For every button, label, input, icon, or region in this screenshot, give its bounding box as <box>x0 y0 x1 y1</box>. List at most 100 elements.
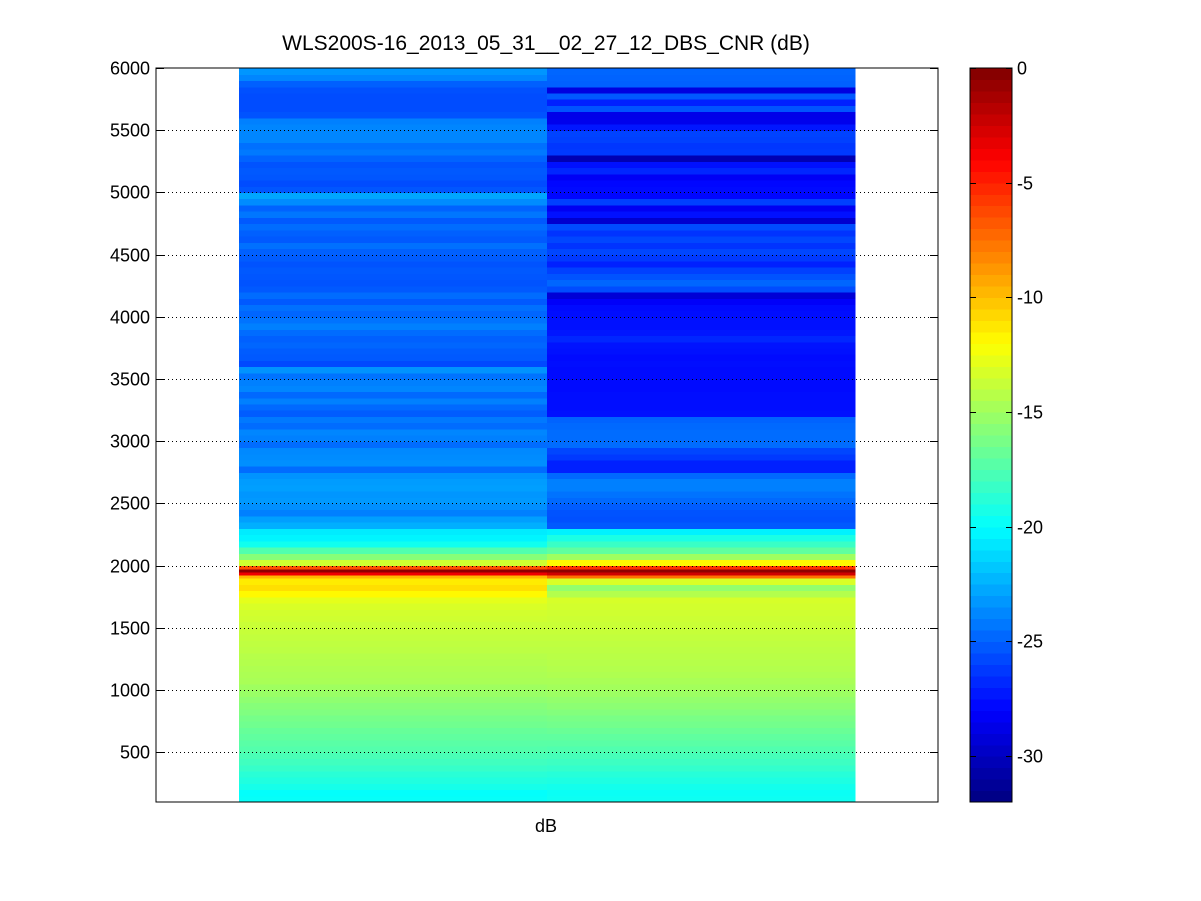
colorbar-step <box>970 354 1012 367</box>
colorbar-step <box>970 733 1012 746</box>
heatmap-cell <box>239 285 548 293</box>
colorbar-step <box>970 469 1012 482</box>
heatmap-cell <box>239 484 548 492</box>
heatmap-cell <box>239 702 548 710</box>
heatmap-cell <box>239 777 548 784</box>
heatmap-cell <box>547 92 856 100</box>
heatmap-cell <box>547 341 856 349</box>
heatmap-cell <box>547 347 856 355</box>
heatmap-cell <box>547 584 856 592</box>
heatmap-cell <box>239 696 548 704</box>
heatmap-cell <box>547 204 856 212</box>
heatmap-cell <box>547 783 856 791</box>
heatmap-cell <box>239 478 548 486</box>
colorbar-step <box>970 549 1012 562</box>
colorbar-gradient <box>970 68 1012 803</box>
colorbar-step <box>970 228 1012 241</box>
heatmap-cell <box>239 235 548 243</box>
heatmap-cell <box>239 211 548 218</box>
colorbar-frame <box>969 67 1013 803</box>
colorbar-step <box>970 159 1012 172</box>
heatmap-cell <box>239 646 548 654</box>
heatmap-cell <box>547 466 856 473</box>
heatmap-cell <box>547 391 856 399</box>
heatmap-cell <box>239 571 548 576</box>
heatmap-cell <box>239 559 548 567</box>
heatmap-cell <box>547 99 856 106</box>
colorbar-step <box>970 68 1012 81</box>
heatmap-cell <box>547 267 856 274</box>
heatmap-cell <box>239 758 548 766</box>
colorbar-step <box>970 400 1012 413</box>
y-tick-label: 1000 <box>110 681 150 701</box>
colorbar-step <box>970 102 1012 115</box>
heatmap-cell <box>547 727 856 735</box>
colorbar-step <box>970 767 1012 780</box>
heatmap-cell <box>239 130 548 138</box>
colorbar-step <box>970 148 1012 161</box>
heatmap-cell <box>239 74 548 82</box>
heatmap-cell <box>547 578 856 585</box>
heatmap-cell <box>547 192 856 200</box>
heatmap-cell <box>239 229 548 237</box>
heatmap-cell <box>239 733 548 741</box>
heatmap-cell <box>547 714 856 722</box>
heatmap-cell <box>547 515 856 523</box>
colorbar-step <box>970 641 1012 654</box>
heatmap-cell <box>547 528 856 536</box>
colorbar-step <box>970 251 1012 264</box>
plot-frame <box>155 67 939 803</box>
heatmap-cell <box>239 142 548 150</box>
heatmap-cell <box>239 267 548 274</box>
heatmap-cell <box>239 615 548 623</box>
colorbar-step <box>970 343 1012 356</box>
heatmap-cell <box>239 783 548 791</box>
heatmap-cell <box>239 105 548 113</box>
heatmap-cell <box>547 627 856 635</box>
heatmap-cell <box>239 459 548 467</box>
colorbar-tick-label: 0 <box>1017 59 1027 79</box>
heatmap-cell <box>239 441 548 449</box>
colorbar-step <box>970 90 1012 104</box>
heatmap-cell <box>239 335 548 343</box>
heatmap-cell <box>547 198 856 206</box>
heatmap-cell <box>239 546 548 554</box>
heatmap-cell <box>547 621 856 629</box>
heatmap-cell <box>547 273 856 281</box>
heatmap-cell <box>239 242 548 249</box>
heatmap-cell <box>239 80 548 88</box>
heatmap-cell <box>547 416 856 424</box>
heatmap-cell <box>547 360 856 368</box>
heatmap-cell <box>547 478 856 486</box>
colorbar-step <box>970 113 1012 126</box>
heatmap-cell <box>547 379 856 386</box>
heatmap-cell <box>239 167 548 175</box>
heatmap-cell <box>239 223 548 231</box>
heatmap-cell <box>239 123 548 131</box>
heatmap-cell <box>547 366 856 374</box>
heatmap-cell <box>239 677 548 685</box>
colorbar-step <box>970 618 1012 631</box>
colorbar-step <box>970 721 1012 734</box>
heatmap-cell <box>547 696 856 704</box>
heatmap-cell <box>547 179 856 187</box>
heatmap-cell <box>239 627 548 635</box>
heatmap-cell <box>547 111 856 119</box>
heatmap-cell <box>239 360 548 368</box>
heatmap-cell <box>239 721 548 728</box>
colorbar-step <box>970 79 1012 92</box>
y-tick-label: 500 <box>120 743 150 763</box>
heatmap-cell <box>239 602 548 610</box>
heatmap-cell <box>239 86 548 94</box>
heatmap-cell <box>547 235 856 243</box>
colorbar-step <box>970 171 1012 184</box>
colorbar-step <box>970 779 1012 792</box>
heatmap-cell <box>547 186 856 194</box>
heatmap-cell <box>239 752 548 760</box>
heatmap-cell <box>547 316 856 324</box>
heatmap-cell <box>547 211 856 218</box>
colorbar-step <box>970 366 1012 379</box>
y-tick-label: 2500 <box>110 494 150 514</box>
heatmap-cell <box>547 248 856 256</box>
